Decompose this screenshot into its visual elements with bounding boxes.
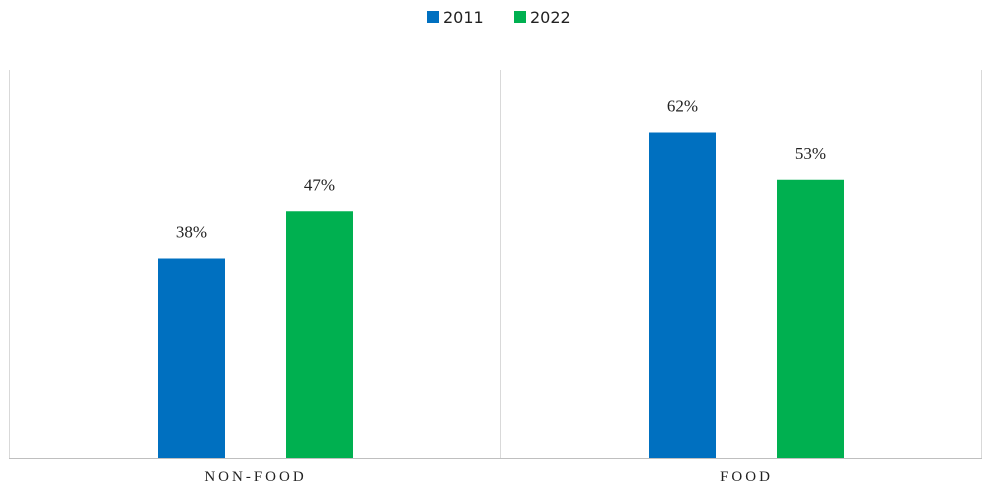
bars [158, 132, 844, 458]
category-labels: NON-FOOD FOOD [204, 469, 773, 485]
bar-2011-0 [158, 258, 225, 458]
data-label-2011-1: 62% [667, 97, 698, 116]
legend-swatch-0 [427, 11, 439, 23]
category-label-1: FOOD [720, 469, 773, 485]
category-label-0: NON-FOOD [204, 469, 306, 485]
data-labels: 38% 47% 62% 53% [176, 97, 826, 242]
bar-2022-0 [286, 211, 353, 458]
data-label-2022-0: 47% [304, 175, 335, 194]
legend-label-1: 2022 [530, 8, 571, 27]
data-label-2022-1: 53% [795, 144, 826, 163]
legend: 2011 2022 [427, 8, 571, 27]
bar-2022-1 [777, 179, 844, 458]
bar-2011-1 [649, 132, 716, 458]
legend-swatch-1 [514, 11, 526, 23]
data-label-2011-0: 38% [176, 223, 207, 242]
legend-label-0: 2011 [443, 8, 484, 27]
